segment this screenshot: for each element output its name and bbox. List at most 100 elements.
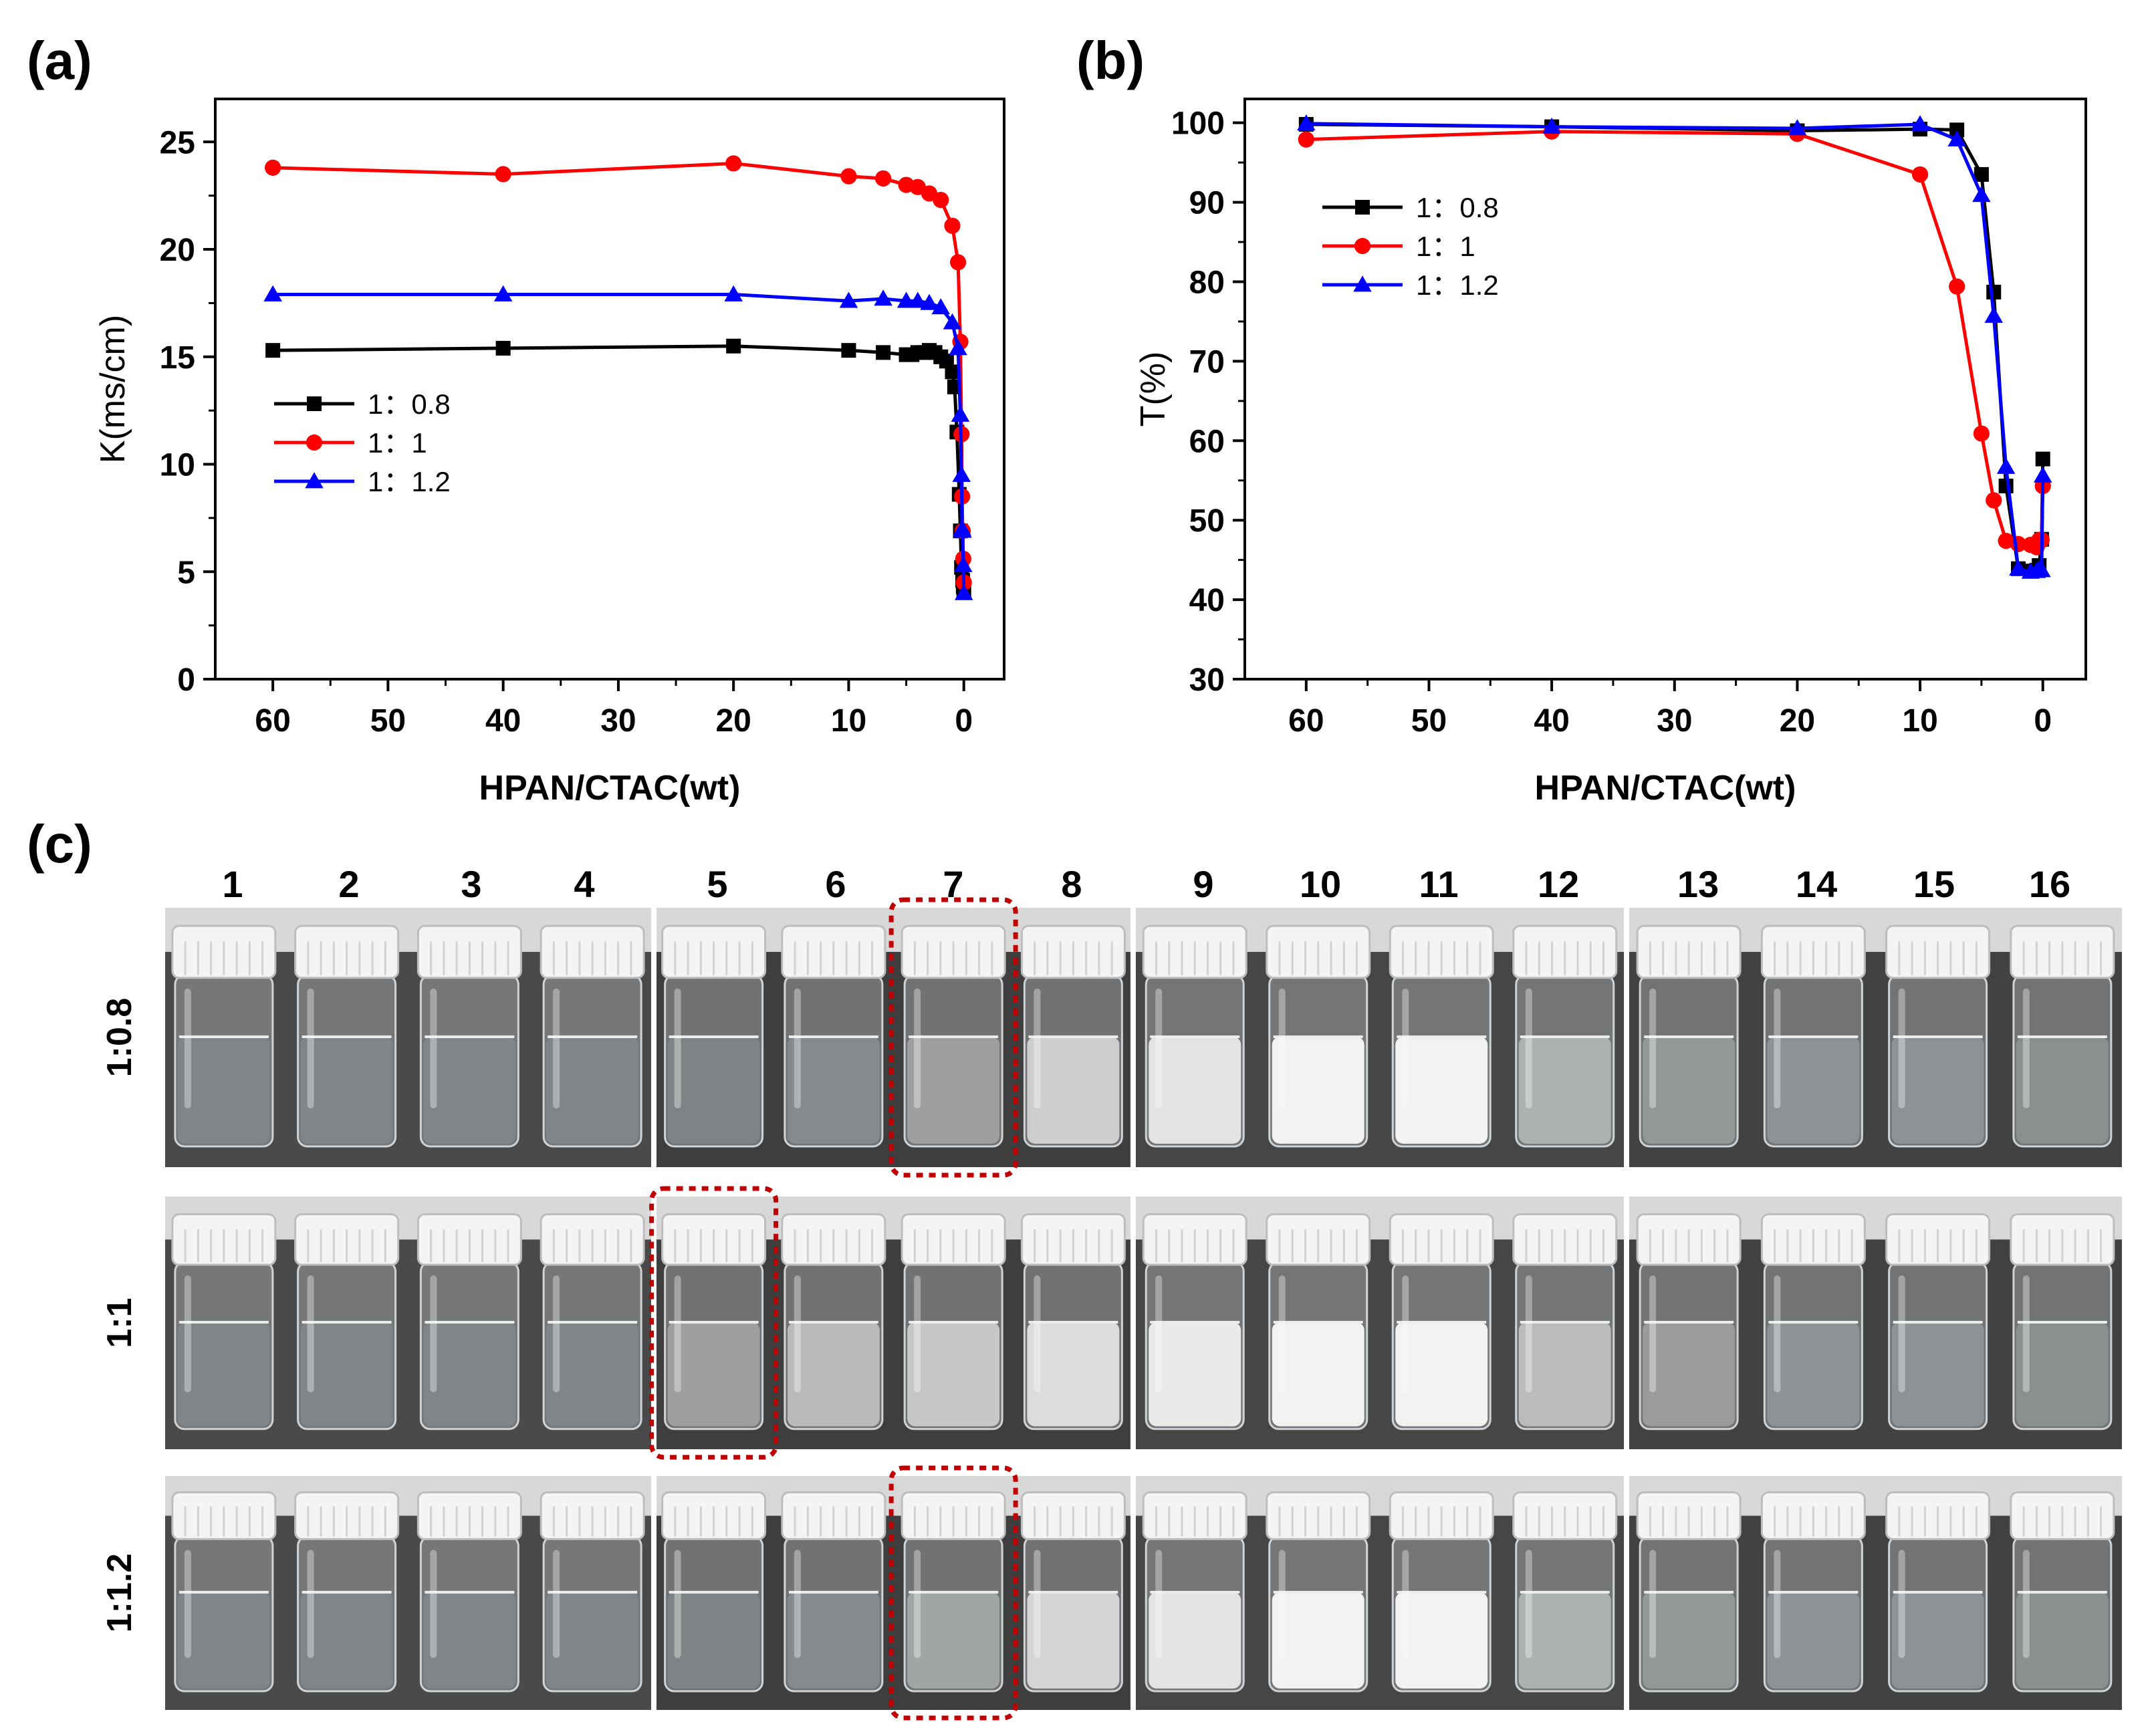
vial-glare <box>1898 988 1905 1109</box>
series-layer-a <box>263 155 973 600</box>
vial <box>1389 1491 1494 1693</box>
highlight-box <box>888 897 1018 1178</box>
data-point <box>495 166 511 182</box>
vial-column-label: 3 <box>461 863 481 905</box>
x-tick-label: 60 <box>1288 703 1324 739</box>
legend-marker <box>307 396 322 411</box>
vial <box>540 1213 645 1431</box>
vial-glare <box>1402 1549 1409 1658</box>
data-point <box>2032 561 2051 578</box>
vial-row-label: 1:1.2 <box>100 1554 139 1633</box>
x-tick-label: 50 <box>370 703 406 739</box>
data-point <box>1947 130 1966 146</box>
vial-glare <box>184 988 191 1109</box>
vial-liquid <box>1518 1592 1611 1689</box>
vial <box>781 1213 886 1431</box>
data-point <box>1996 457 2016 474</box>
data-point <box>920 293 939 310</box>
legend-label: 1：0.8 <box>368 388 451 420</box>
vial-liquid <box>907 1592 1000 1689</box>
vial-column-label: 2 <box>338 863 359 905</box>
vial-liquid <box>1518 1036 1611 1144</box>
vial-liquid <box>1643 1592 1736 1689</box>
vial-column-labels: 1 2 3 4 5 6 7 8 9 10 11 12 13 14 15 16 <box>222 863 2070 905</box>
vial <box>1389 924 1494 1148</box>
vial-glare <box>307 1549 314 1658</box>
data-point <box>495 340 511 356</box>
data-point <box>1949 278 1965 295</box>
vial-column-label: 6 <box>825 863 846 905</box>
vial <box>1512 924 1618 1148</box>
vial-row-label: 1:0.8 <box>100 998 139 1078</box>
vial-liquid <box>300 1036 393 1144</box>
y-tick-label: 30 <box>1189 662 1225 698</box>
vial-liquid <box>1518 1322 1611 1427</box>
data-point <box>1972 186 1991 203</box>
vial-glare <box>1774 1275 1781 1392</box>
vial-liquid <box>1767 1036 1860 1144</box>
vial-glare <box>794 1549 801 1658</box>
vial-photo-rows <box>165 897 2122 1721</box>
x-tick-label: 30 <box>1657 703 1692 739</box>
data-point <box>2009 559 2028 576</box>
x-tick-label: 40 <box>485 703 521 739</box>
vial <box>2010 924 2115 1148</box>
vial-liquid <box>300 1592 393 1689</box>
data-point <box>1297 114 1316 131</box>
data-point <box>1949 122 1965 138</box>
x-tick-label: 10 <box>831 703 866 739</box>
data-point <box>1911 166 1929 183</box>
vial-column-label: 10 <box>1300 863 1341 905</box>
y-tick-label: 50 <box>1189 503 1225 539</box>
data-point <box>726 338 741 354</box>
vial-liquid <box>1027 1592 1120 1689</box>
x-tick-label: 10 <box>1902 703 1937 739</box>
highlight-box <box>888 1465 1018 1721</box>
vial-glare <box>184 1549 191 1658</box>
data-point <box>931 298 951 315</box>
x-axis-label-b: HPAN/CTAC(wt) <box>1535 769 1796 808</box>
vial-column-label: 16 <box>2029 863 2070 905</box>
vial-glare <box>430 1275 437 1392</box>
vial-glare <box>1155 988 1163 1109</box>
vial-liquid <box>546 1592 639 1689</box>
vial-liquid <box>1149 1036 1241 1144</box>
data-point <box>1986 284 2002 299</box>
vial-liquid <box>2016 1592 2109 1689</box>
legend-b: 1：0.8 1：1 1：1.2 <box>1322 192 1499 301</box>
vial-liquid <box>1149 1322 1241 1427</box>
vial <box>416 924 522 1148</box>
vial-liquid <box>177 1322 270 1427</box>
data-point <box>944 217 961 234</box>
vial-glare <box>553 1275 560 1392</box>
vial <box>1142 1491 1247 1693</box>
vial-liquid <box>1767 1322 1860 1427</box>
vial-liquid <box>1395 1036 1488 1144</box>
vial-liquid <box>907 1036 1000 1144</box>
vial-liquid <box>1395 1322 1488 1427</box>
data-point <box>945 364 960 380</box>
panel-label-c: (c) <box>27 814 92 874</box>
data-point <box>875 170 892 187</box>
vial-row <box>165 1186 2122 1460</box>
data-point <box>951 405 970 422</box>
x-tick-label: 60 <box>255 703 290 739</box>
vial-liquid <box>300 1322 393 1427</box>
vial <box>416 1213 522 1431</box>
vial <box>1885 924 1991 1148</box>
vial-column-label: 8 <box>1061 863 1082 905</box>
legend-label: 1：1.2 <box>368 466 451 497</box>
vial-glare <box>430 988 437 1109</box>
vial-liquid <box>1643 1322 1736 1427</box>
vial <box>171 1491 277 1693</box>
vial <box>1636 924 1742 1148</box>
legend-marker <box>1353 275 1372 292</box>
data-point <box>1998 533 2014 549</box>
vial-liquid <box>1272 1036 1364 1144</box>
vial <box>901 1213 1006 1431</box>
vial-column-label: 12 <box>1538 863 1579 905</box>
vial <box>1760 1213 1866 1431</box>
vial <box>294 1491 400 1693</box>
panel-label-a: (a) <box>27 31 92 90</box>
data-point <box>943 313 962 330</box>
